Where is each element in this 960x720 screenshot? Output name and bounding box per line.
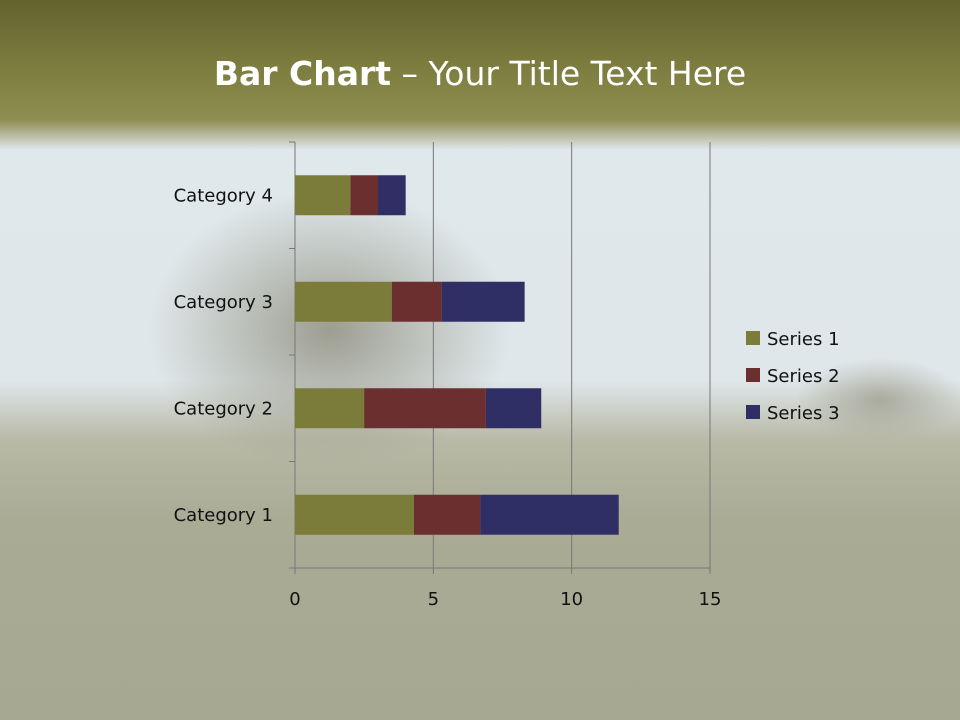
bar-series-2 — [350, 175, 378, 216]
legend-label: Series 2 — [767, 366, 840, 387]
bar-series-3 — [485, 388, 542, 429]
legend-label: Series 1 — [767, 329, 840, 350]
x-tick-label: 15 — [699, 589, 722, 610]
slide-title: Bar Chart – Your Title Text Here — [0, 54, 960, 93]
bar-series-1 — [295, 281, 392, 322]
bar-series-1 — [295, 388, 365, 429]
legend-label: Series 3 — [767, 403, 840, 424]
x-tick-label: 5 — [428, 589, 439, 610]
bar-series-2 — [391, 281, 442, 322]
bar-series-3 — [480, 494, 619, 535]
legend-swatch — [746, 405, 760, 419]
bar-series-1 — [295, 175, 351, 216]
bar-series-3 — [441, 281, 525, 322]
title-rest: – Your Title Text Here — [391, 54, 747, 93]
x-tick-label: 0 — [289, 589, 300, 610]
bar-series-1 — [295, 494, 414, 535]
title-bold: Bar Chart — [213, 54, 392, 93]
bar-series-3 — [378, 175, 406, 216]
category-label: Category 3 — [174, 292, 273, 313]
bar-series-2 — [413, 494, 481, 535]
category-label: Category 1 — [174, 505, 273, 526]
x-tick-label: 10 — [560, 589, 583, 610]
legend-swatch — [746, 331, 760, 345]
category-label: Category 4 — [174, 185, 273, 206]
legend-swatch — [746, 368, 760, 382]
bar-series-2 — [364, 388, 486, 429]
title-band — [0, 0, 960, 150]
category-label: Category 2 — [174, 398, 273, 419]
